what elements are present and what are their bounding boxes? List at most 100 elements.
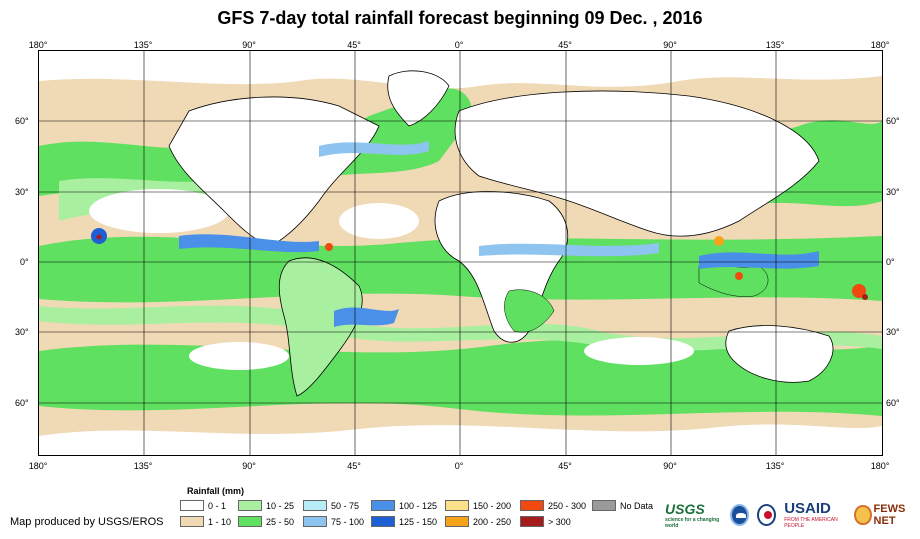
legend-label: > 300 — [548, 516, 571, 527]
lat-label: 30° — [886, 187, 900, 197]
lon-label: 45° — [558, 40, 572, 50]
dry-zone — [189, 342, 289, 370]
legend-label: 150 - 200 — [473, 500, 512, 511]
lon-label: 180° — [870, 461, 890, 471]
legend-label: 75 - 100 — [331, 516, 365, 527]
rainfall-map — [38, 50, 883, 456]
legend-swatch — [371, 500, 395, 511]
legend-label: 200 - 250 — [473, 516, 512, 527]
lon-label: 45° — [347, 40, 361, 50]
legend-item: 25 - 50 — [238, 516, 294, 527]
legend-item: 100 - 125 — [371, 500, 437, 511]
legend-item: 200 - 250 — [445, 516, 511, 527]
dry-zone — [89, 189, 229, 233]
rain-100-125 — [699, 251, 819, 269]
rain-over-300 — [862, 294, 868, 300]
legend-label: 50 - 75 — [331, 500, 360, 511]
dry-zone — [584, 337, 694, 365]
legend-item: 10 - 25 — [238, 500, 294, 511]
lon-label: 90° — [242, 40, 256, 50]
lat-label: 30° — [886, 327, 900, 337]
lat-label: 30° — [15, 327, 29, 337]
rain-75-100 — [319, 141, 429, 157]
eurasia — [454, 90, 820, 237]
legend-swatch — [445, 500, 469, 511]
north-america — [168, 96, 380, 247]
usgs-logo-text: USGS — [665, 500, 705, 517]
graticule — [39, 51, 882, 455]
greenland — [387, 70, 450, 127]
legend-item: 75 - 100 — [303, 516, 364, 527]
lon-label: 180° — [870, 40, 890, 50]
rain-over-300 — [96, 234, 102, 240]
noaa-logo-icon — [730, 503, 750, 526]
lat-label: 60° — [886, 398, 900, 408]
fews-net-logo: FEWS NET — [854, 503, 920, 527]
rain-200-250 — [714, 236, 724, 246]
rainfall-map-svg — [39, 51, 882, 455]
logo-strip: USGS science for a changing world USAID … — [665, 500, 920, 529]
usaid-tagline: FROM THE AMERICAN PEOPLE — [784, 517, 838, 529]
legend-label: 125 - 150 — [399, 516, 438, 527]
lon-label: 180° — [28, 40, 48, 50]
legend-item: 125 - 150 — [371, 516, 437, 527]
legend-swatch — [238, 500, 262, 511]
legend-item: 150 - 200 — [445, 500, 511, 511]
fews-net-text: FEWS NET — [873, 502, 906, 527]
legend-item: 250 - 300 — [520, 500, 586, 511]
lon-label: 135° — [133, 40, 153, 50]
map-credit: Map produced by USGS/EROS — [10, 516, 164, 528]
legend-swatch — [592, 500, 616, 511]
legend-label: 10 - 25 — [266, 500, 295, 511]
usaid-seal-icon — [757, 503, 777, 526]
lat-label: 30° — [15, 187, 29, 197]
usgs-tagline: science for a changing world — [665, 516, 720, 529]
map-title: GFS 7-day total rainfall forecast beginn… — [217, 8, 703, 28]
lon-label: 45° — [558, 461, 572, 471]
lon-label: 45° — [347, 461, 361, 471]
legend-item: 0 - 1 — [180, 500, 226, 511]
south-america — [278, 257, 363, 397]
rain-250-300 — [735, 272, 743, 280]
legend-swatch — [180, 516, 204, 527]
usaid-logo: USAID FROM THE AMERICAN PEOPLE — [784, 500, 846, 529]
legend-swatch — [371, 516, 395, 527]
lon-label: 90° — [242, 461, 256, 471]
lat-label: 0° — [886, 257, 895, 267]
legend-label: 25 - 50 — [266, 516, 295, 527]
lon-label: 180° — [28, 461, 48, 471]
lon-label: 90° — [663, 461, 677, 471]
legend-label: 100 - 125 — [399, 500, 438, 511]
rain-75-100 — [479, 243, 659, 257]
legend-label: 0 - 1 — [208, 500, 227, 511]
usaid-logo-text: USAID — [784, 500, 831, 517]
legend-title: Rainfall (mm) — [187, 486, 245, 496]
lat-label: 60° — [886, 116, 900, 126]
legend-label: No Data — [620, 500, 654, 511]
dry-zone — [339, 203, 419, 239]
legend-swatch — [303, 516, 327, 527]
rain-100-125 — [179, 234, 319, 253]
southern-africa-rain — [504, 289, 555, 333]
legend-label: 1 - 10 — [208, 516, 232, 527]
legend-item: > 300 — [520, 516, 571, 527]
australia — [725, 325, 834, 383]
lon-label: 90° — [663, 40, 677, 50]
lon-label: 135° — [765, 461, 785, 471]
legend-item: No Data — [592, 500, 653, 511]
rain-100-125 — [334, 307, 399, 327]
fews-net-icon — [854, 504, 872, 525]
legend-swatch — [238, 516, 262, 527]
usgs-logo: USGS science for a changing world — [665, 501, 722, 529]
lon-label: 0° — [454, 40, 464, 50]
legend-item: 50 - 75 — [303, 500, 359, 511]
rain-250-300 — [852, 284, 866, 298]
lon-label: 135° — [765, 40, 785, 50]
lat-label: 60° — [15, 116, 29, 126]
rain-250-300 — [325, 243, 333, 251]
lon-label: 135° — [133, 461, 153, 471]
legend-swatch — [445, 516, 469, 527]
legend-swatch — [520, 516, 544, 527]
legend-swatch — [520, 500, 544, 511]
legend-swatch — [180, 500, 204, 511]
